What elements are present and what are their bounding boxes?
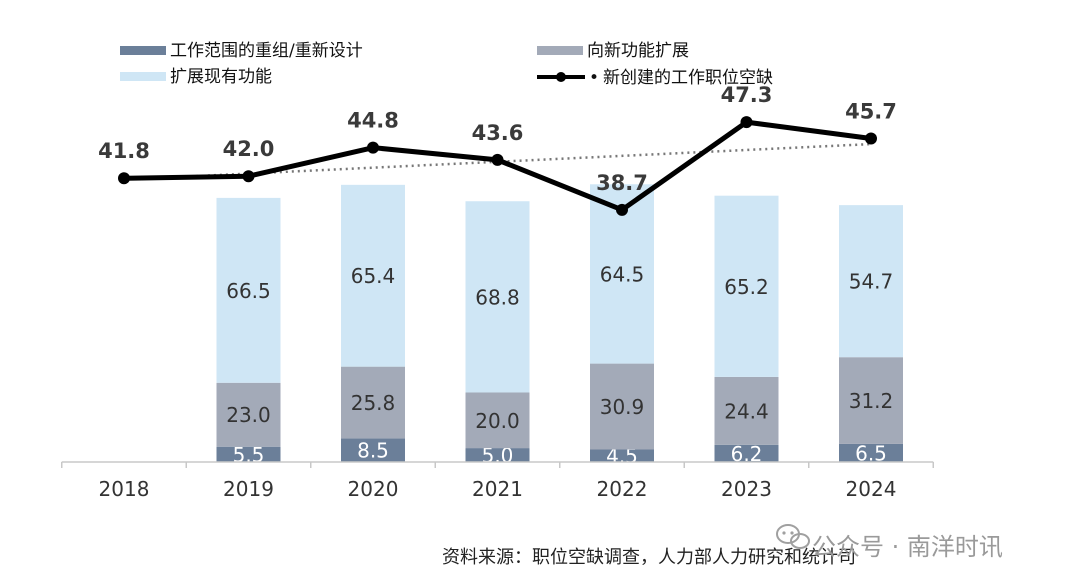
bar-segment xyxy=(714,444,779,462)
bar-segment xyxy=(590,363,654,450)
legend-swatch-redesign xyxy=(120,46,166,55)
line-value-label: 42.0 xyxy=(223,137,275,161)
legend-line-marker xyxy=(556,72,566,82)
legend-label-line: 新创建的工作职位空缺 xyxy=(603,68,773,88)
bar-value-label: 65.4 xyxy=(351,264,396,288)
line-value-label: 44.8 xyxy=(347,109,399,133)
x-tick-label: 2022 xyxy=(597,477,648,501)
bar-segment xyxy=(341,366,405,439)
legend-label-new-function: 向新功能扩展 xyxy=(587,41,689,61)
x-tick-label: 2024 xyxy=(846,477,897,501)
bar-value-label: 65.2 xyxy=(724,275,769,299)
bar-segment xyxy=(465,392,530,449)
line-point xyxy=(616,203,628,216)
watermark-text: 公众号 · 南洋时讯 xyxy=(812,533,1003,561)
bar-value-label: 20.0 xyxy=(475,409,520,433)
line-point xyxy=(865,132,877,145)
bar-value-label: 68.8 xyxy=(475,285,520,309)
bar-segment xyxy=(216,446,281,462)
line-point xyxy=(740,116,753,129)
bar-segment xyxy=(465,448,530,462)
bar-segment xyxy=(341,184,405,367)
bar-value-label: 66.5 xyxy=(226,279,271,303)
x-axis: 2018 2019 2020 2021 2022 2023 2024 xyxy=(61,461,934,501)
x-tick-label: 2018 xyxy=(99,477,150,501)
bar-segment xyxy=(714,376,779,445)
bar-segment xyxy=(216,382,281,447)
bar-segment xyxy=(216,197,281,383)
bar-segment xyxy=(839,357,903,444)
legend-marker-dot: • xyxy=(589,68,599,88)
legend-label-redesign: 工作范围的重组/重新设计 xyxy=(170,41,363,61)
x-tick-label: 2019 xyxy=(223,477,274,501)
bar-value-label: 25.8 xyxy=(351,391,396,415)
line-point xyxy=(367,141,379,154)
line-point xyxy=(491,153,504,166)
bar-segment xyxy=(839,205,903,358)
bar-value-label: 5.5 xyxy=(233,443,265,467)
line-value-label: 41.8 xyxy=(98,139,150,163)
bar-value-label: 31.2 xyxy=(849,389,894,413)
bar-value-label: 23.0 xyxy=(226,403,271,427)
x-tick-label: 2023 xyxy=(721,477,772,501)
line-point xyxy=(118,172,130,185)
x-tick-label: 2020 xyxy=(348,477,399,501)
bar-segment xyxy=(839,443,903,462)
bar-value-label: 54.7 xyxy=(849,270,894,294)
wechat-icon xyxy=(776,524,810,549)
legend-swatch-new-function xyxy=(537,46,583,55)
bar-segment xyxy=(341,438,405,462)
line-point xyxy=(242,170,255,183)
watermark: 公众号 · 南洋时讯 xyxy=(776,524,1003,561)
bars-group: 5.523.066.58.525.865.45.020.068.84.530.9… xyxy=(216,184,903,468)
legend: 工作范围的重组/重新设计 向新功能扩展 扩展现有功能 • 新创建的工作职位空缺 xyxy=(120,41,773,88)
line-value-label: 47.3 xyxy=(721,83,773,107)
bar-segment xyxy=(590,449,654,462)
legend-swatch-existing xyxy=(120,72,166,81)
bar-value-label: 8.5 xyxy=(357,439,389,463)
line-value-label: 43.6 xyxy=(472,121,524,145)
line-group: 41.8 42.0 44.8 43.6 38.7 47.3 45.7 xyxy=(98,83,897,216)
line-value-label: 45.7 xyxy=(845,99,897,123)
source-note: 资料来源：职位空缺调查，人力部人力研究和统计司 xyxy=(442,547,856,568)
x-tick-label: 2021 xyxy=(472,477,523,501)
bar-value-label: 30.9 xyxy=(600,395,645,419)
legend-label-existing: 扩展现有功能 xyxy=(170,67,272,87)
bar-segment xyxy=(714,195,779,377)
bar-value-label: 64.5 xyxy=(600,262,645,286)
bar-segment xyxy=(465,201,530,393)
bar-value-label: 24.4 xyxy=(724,399,769,423)
line-value-label: 38.7 xyxy=(596,171,648,195)
